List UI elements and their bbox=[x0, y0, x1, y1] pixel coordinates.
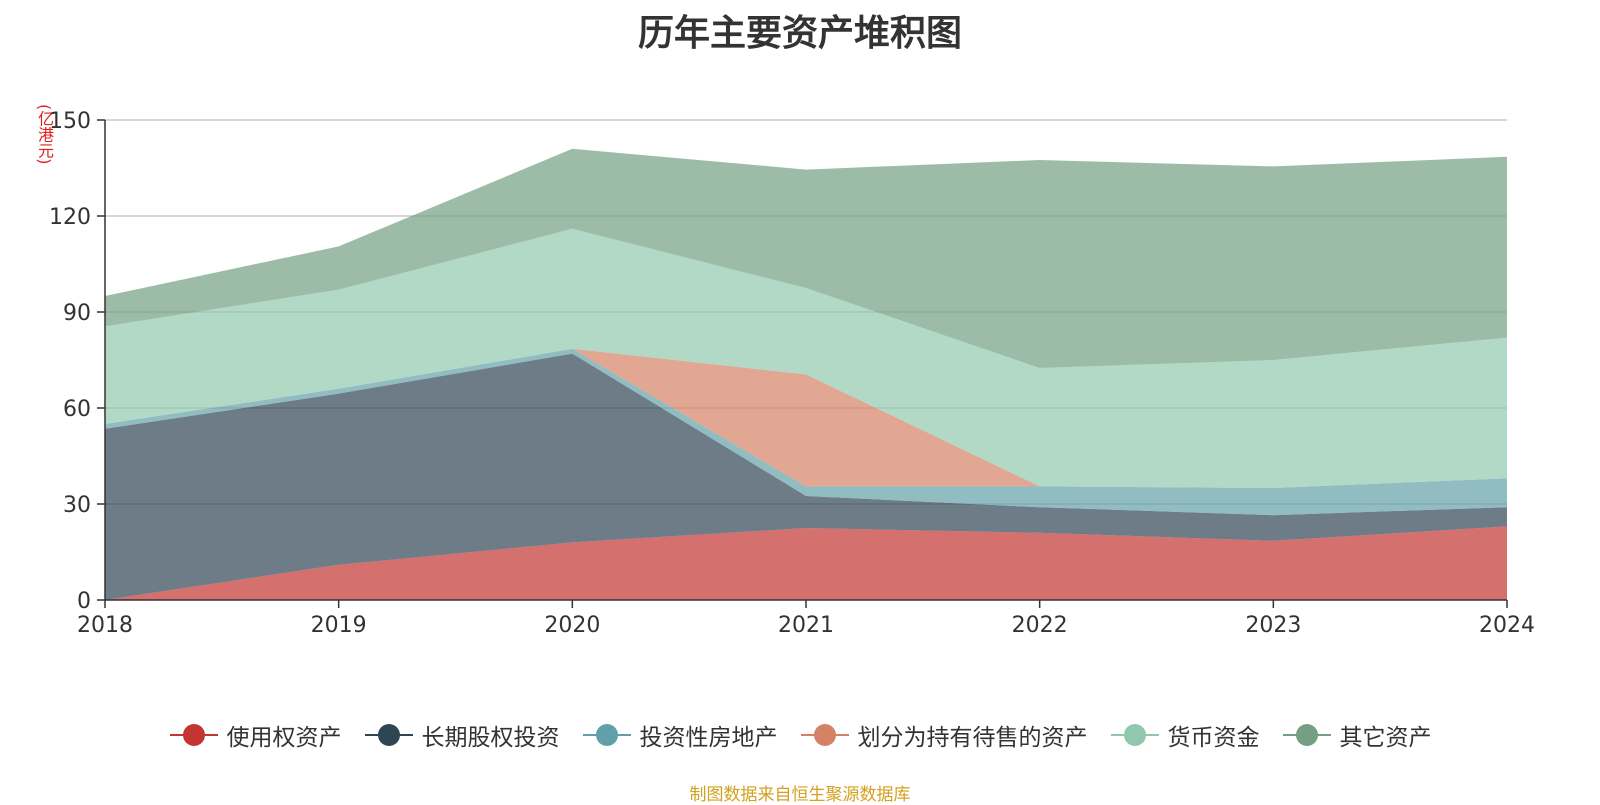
legend-marker-icon bbox=[1282, 724, 1331, 746]
x-tick-label: 2020 bbox=[544, 613, 600, 638]
legend-marker-icon bbox=[364, 724, 413, 746]
area-series-0 bbox=[105, 526, 1507, 600]
x-tick-label: 2018 bbox=[77, 613, 133, 638]
legend-item-0[interactable]: 使用权资产 bbox=[169, 718, 342, 752]
y-tick-label: 30 bbox=[63, 493, 91, 518]
legend-label: 货币资金 bbox=[1167, 725, 1260, 751]
area-series bbox=[105, 148, 1507, 600]
legend-marker-icon bbox=[582, 724, 631, 746]
area-series-5 bbox=[105, 148, 1507, 368]
stacked-area-chart: 0 30 60 90 120 150 2018 2019 2020 2021 2022 2023 202… bbox=[49, 109, 1535, 638]
legend-label: 其它资产 bbox=[1339, 725, 1432, 751]
legend-label: 划分为持有待售的资产 bbox=[857, 725, 1088, 751]
legend-marker-icon bbox=[800, 724, 849, 746]
axes: 0 30 60 90 120 150 2018 2019 2020 2021 2022 2023 202… bbox=[49, 109, 1535, 638]
area-series-4 bbox=[105, 228, 1507, 489]
chart-title: 历年主要资产堆积图 bbox=[637, 13, 962, 54]
legend-item-2[interactable]: 投资性房地产 bbox=[582, 718, 778, 752]
legend: 使用权资产 长期股权投资 投资性房地产 划分为持有待售的资产 货币资金 其它资产 bbox=[0, 718, 1600, 752]
y-tick-label: 0 bbox=[77, 589, 91, 614]
y-tick-label: 120 bbox=[49, 205, 91, 230]
legend-label: 使用权资产 bbox=[226, 725, 342, 751]
data-source-note: 制图数据来自恒生聚源数据库 bbox=[689, 785, 911, 805]
y-tick-label: 150 bbox=[49, 109, 91, 134]
y-tick-label: 60 bbox=[63, 397, 91, 422]
area-series-1 bbox=[105, 353, 1507, 600]
x-tick-label: 2023 bbox=[1245, 613, 1301, 638]
x-tick-label: 2022 bbox=[1012, 613, 1068, 638]
x-tick-label: 2024 bbox=[1479, 613, 1535, 638]
legend-label: 长期股权投资 bbox=[421, 725, 560, 751]
area-series-2 bbox=[105, 348, 1507, 516]
legend-item-4[interactable]: 货币资金 bbox=[1110, 718, 1260, 752]
legend-marker-icon bbox=[1110, 724, 1159, 746]
legend-label: 投资性房地产 bbox=[639, 725, 778, 751]
legend-item-5[interactable]: 其它资产 bbox=[1282, 718, 1432, 752]
y-axis-unit-label: (亿港元) bbox=[35, 104, 54, 165]
x-tick-label: 2019 bbox=[311, 613, 367, 638]
x-tick-label: 2021 bbox=[778, 613, 834, 638]
legend-marker-icon bbox=[169, 724, 218, 746]
area-series-3 bbox=[105, 348, 1507, 488]
legend-item-3[interactable]: 划分为持有待售的资产 bbox=[800, 718, 1088, 752]
y-tick-label: 90 bbox=[63, 301, 91, 326]
legend-item-1[interactable]: 长期股权投资 bbox=[364, 718, 560, 752]
